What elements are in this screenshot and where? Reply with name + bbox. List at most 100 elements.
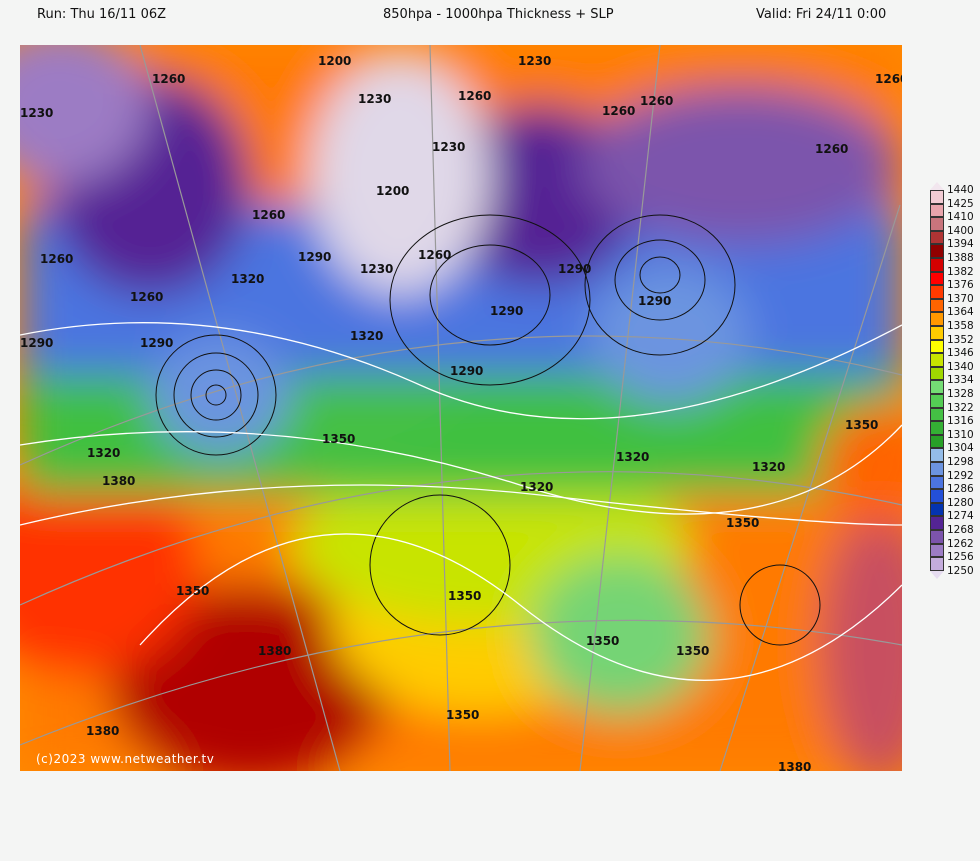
legend-swatch <box>930 557 944 571</box>
legend-swatch <box>930 217 944 231</box>
contour-label: 1260 <box>152 72 185 86</box>
legend-swatch <box>930 462 944 476</box>
legend-swatch <box>930 230 944 245</box>
run-label: Run: Thu 16/11 06Z <box>37 7 167 22</box>
legend-swatch <box>930 271 944 286</box>
contour-labels: 1200 1230 1260 1230 1260 1260 1260 1230 … <box>20 54 902 771</box>
contour-label: 1320 <box>350 329 383 343</box>
legend-swatch <box>930 530 944 544</box>
legend-swatch <box>930 298 944 313</box>
legend-label: 1382 <box>947 265 974 278</box>
contour-label: 1260 <box>40 252 73 266</box>
legend-swatch <box>930 516 944 530</box>
contour-label: 1260 <box>418 248 451 262</box>
contour-label: 1260 <box>252 208 285 222</box>
valid-label: Valid: Fri 24/11 0:00 <box>756 7 887 22</box>
contour-label: 1380 <box>778 760 811 771</box>
legend-label: 1400 <box>947 224 974 237</box>
legend-label: 1328 <box>947 388 974 400</box>
contour-label: 1260 <box>640 94 673 108</box>
legend-label: 1268 <box>947 524 974 536</box>
legend-label: 1410 <box>947 211 974 224</box>
legend-arrow-up-icon <box>930 182 944 190</box>
contour-label: 1230 <box>358 92 391 106</box>
legend-swatch <box>930 489 944 503</box>
contour-label: 1230 <box>432 140 465 154</box>
legend-label: 1298 <box>947 456 974 468</box>
contour-label: 1350 <box>448 589 481 603</box>
contour-label: 1320 <box>752 460 785 474</box>
contour-label: 1230 <box>360 262 393 276</box>
legend-label: 1370 <box>947 292 974 305</box>
legend-swatch <box>930 448 944 462</box>
legend-label: 1352 <box>947 333 974 346</box>
contour-label: 1290 <box>638 294 671 308</box>
contour-label: 1260 <box>130 290 163 304</box>
contour-label: 1260 <box>458 89 491 103</box>
contour-label: 1290 <box>450 364 483 378</box>
contour-label: 1200 <box>376 184 409 198</box>
contour-label: 1290 <box>490 304 523 318</box>
contour-label: 1320 <box>87 446 120 460</box>
legend-swatch <box>930 203 944 218</box>
legend-swatch <box>930 543 944 558</box>
legend-label: 1304 <box>947 442 974 455</box>
contour-label: 1350 <box>176 584 209 598</box>
legend-swatch <box>930 285 944 299</box>
legend-label: 1322 <box>947 401 974 414</box>
legend-label: 1376 <box>947 279 974 292</box>
legend-swatch <box>930 475 944 490</box>
legend-swatch <box>930 339 944 354</box>
contour-label: 1350 <box>586 634 619 648</box>
contour-label: 1320 <box>520 480 553 494</box>
legend-swatch <box>930 312 944 326</box>
legend-swatch <box>930 434 944 449</box>
contour-label: 1380 <box>102 474 135 488</box>
legend-swatch <box>930 244 944 258</box>
legend-label: 1310 <box>947 428 974 441</box>
legend-swatch <box>930 380 944 394</box>
legend-swatch <box>930 421 944 435</box>
legend-label: 1286 <box>947 483 974 496</box>
contour-label: 1260 <box>875 72 902 86</box>
contour-label: 1350 <box>322 432 355 446</box>
legend-swatch <box>930 394 944 408</box>
legend-swatch <box>930 353 944 367</box>
legend-swatch <box>930 190 944 204</box>
legend-label: 1334 <box>947 374 974 387</box>
legend-label: 1316 <box>947 415 974 428</box>
legend-swatch <box>930 258 944 272</box>
legend-label: 1440 <box>947 184 974 196</box>
legend-label: 1346 <box>947 347 974 360</box>
contour-label: 1380 <box>86 724 119 738</box>
map-title: 850hpa - 1000hpa Thickness + SLP <box>383 7 614 22</box>
legend-label: 1425 <box>947 197 974 210</box>
contour-label: 1350 <box>726 516 759 530</box>
contour-label: 1320 <box>616 450 649 464</box>
contour-label: 1230 <box>518 54 551 68</box>
legend-arrow-down-icon <box>930 570 944 579</box>
legend-label: 1292 <box>947 469 974 482</box>
legend-label: 1340 <box>947 360 974 373</box>
contour-label: 1320 <box>231 272 264 286</box>
contour-label: 1260 <box>815 142 848 156</box>
contour-label: 1290 <box>140 336 173 350</box>
thickness-map[interactable]: 1200 1230 1260 1230 1260 1260 1260 1230 … <box>20 45 902 771</box>
legend-label: 1394 <box>947 238 974 251</box>
contour-label: 1350 <box>676 644 709 658</box>
legend-label: 1364 <box>947 306 974 319</box>
legend-swatch <box>930 407 944 422</box>
legend-label: 1358 <box>947 320 974 332</box>
legend-swatch <box>930 326 944 340</box>
legend-label: 1250 <box>947 564 974 577</box>
contour-label: 1230 <box>20 106 53 120</box>
contour-label: 1350 <box>446 708 479 722</box>
legend-label: 1388 <box>947 252 974 264</box>
legend-label: 1280 <box>947 496 974 509</box>
copyright: (c)2023 www.netweather.tv <box>36 752 215 766</box>
legend-label: 1274 <box>947 510 974 523</box>
legend-swatch <box>930 366 944 381</box>
contour-label: 1380 <box>258 644 291 658</box>
contour-label: 1200 <box>318 54 351 68</box>
contour-label: 1290 <box>20 336 53 350</box>
